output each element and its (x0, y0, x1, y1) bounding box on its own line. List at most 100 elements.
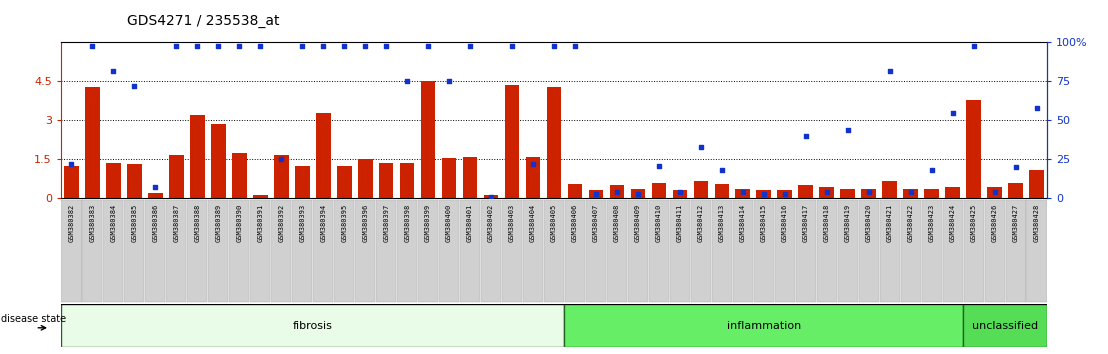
Bar (567, 184, 583, 198)
Bar (987, 187, 1002, 198)
FancyBboxPatch shape (985, 200, 1005, 302)
Point (440, 79, 458, 84)
FancyBboxPatch shape (271, 200, 291, 302)
Bar (274, 155, 288, 198)
Bar (421, 81, 435, 198)
Text: GSM380423: GSM380423 (929, 204, 935, 242)
Text: GSM380406: GSM380406 (572, 204, 578, 242)
Bar (609, 185, 624, 198)
Text: unclassified: unclassified (972, 321, 1038, 331)
Point (608, 189, 626, 195)
Point (146, 184, 164, 190)
Bar (1029, 170, 1044, 198)
Text: GSM380383: GSM380383 (90, 204, 95, 242)
Bar (820, 187, 834, 198)
Text: GSM380396: GSM380396 (362, 204, 368, 242)
Point (755, 191, 772, 196)
Point (273, 156, 290, 162)
FancyBboxPatch shape (544, 200, 564, 302)
Text: GSM380412: GSM380412 (698, 204, 704, 242)
FancyBboxPatch shape (690, 200, 711, 302)
Text: GSM380420: GSM380420 (865, 204, 872, 242)
Text: GSM380422: GSM380422 (907, 204, 914, 242)
FancyBboxPatch shape (397, 200, 418, 302)
Bar (757, 190, 771, 198)
Text: GSM380424: GSM380424 (950, 204, 955, 242)
Bar (903, 189, 919, 198)
FancyBboxPatch shape (208, 200, 228, 302)
Point (104, 68, 122, 73)
Bar (484, 195, 499, 198)
Bar (358, 159, 372, 198)
Bar (85, 87, 100, 198)
FancyBboxPatch shape (628, 200, 648, 302)
Bar (588, 190, 603, 198)
FancyBboxPatch shape (859, 200, 879, 302)
Point (461, 43, 479, 48)
FancyBboxPatch shape (1006, 200, 1026, 302)
Text: GSM380401: GSM380401 (468, 204, 473, 242)
FancyBboxPatch shape (922, 200, 942, 302)
FancyBboxPatch shape (901, 200, 921, 302)
Point (209, 43, 227, 48)
Text: GSM380419: GSM380419 (844, 204, 851, 242)
Bar (630, 189, 645, 198)
Point (902, 189, 920, 195)
FancyBboxPatch shape (481, 200, 501, 302)
FancyBboxPatch shape (124, 200, 144, 302)
Text: GSM380416: GSM380416 (782, 204, 788, 242)
Bar (295, 166, 309, 198)
Text: GSM380414: GSM380414 (740, 204, 746, 242)
FancyBboxPatch shape (460, 200, 480, 302)
Point (378, 43, 396, 48)
FancyBboxPatch shape (586, 200, 606, 302)
FancyBboxPatch shape (774, 200, 794, 302)
Text: GSM380387: GSM380387 (173, 204, 179, 242)
Bar (924, 189, 938, 198)
FancyBboxPatch shape (963, 304, 1047, 347)
Point (986, 189, 1004, 195)
Text: GSM380428: GSM380428 (1034, 204, 1039, 242)
Point (230, 43, 248, 48)
Text: GSM380427: GSM380427 (1013, 204, 1018, 242)
Point (252, 43, 269, 48)
Point (733, 189, 751, 195)
Text: GSM380403: GSM380403 (509, 204, 515, 242)
Bar (232, 153, 247, 198)
Bar (840, 189, 855, 198)
Point (650, 163, 668, 169)
FancyBboxPatch shape (335, 200, 355, 302)
Text: GSM380407: GSM380407 (593, 204, 599, 242)
Text: GSM380405: GSM380405 (551, 204, 557, 242)
Point (671, 189, 689, 195)
Text: GSM380411: GSM380411 (677, 204, 683, 242)
Point (482, 194, 500, 200)
FancyBboxPatch shape (564, 304, 963, 347)
Bar (211, 124, 226, 198)
Bar (799, 185, 813, 198)
Point (944, 110, 962, 115)
Bar (170, 155, 184, 198)
Text: GSM380393: GSM380393 (299, 204, 305, 242)
Point (357, 43, 375, 48)
Text: GSM380384: GSM380384 (111, 204, 116, 242)
FancyBboxPatch shape (732, 200, 753, 302)
Text: GSM380392: GSM380392 (278, 204, 285, 242)
Text: GSM380394: GSM380394 (320, 204, 326, 242)
Point (692, 144, 710, 150)
Bar (715, 184, 729, 198)
Text: GSM380409: GSM380409 (635, 204, 640, 242)
FancyBboxPatch shape (187, 200, 207, 302)
Point (1007, 164, 1025, 170)
FancyBboxPatch shape (523, 200, 543, 302)
FancyBboxPatch shape (166, 200, 186, 302)
Text: GSM380389: GSM380389 (215, 204, 222, 242)
Point (566, 43, 584, 48)
Point (167, 43, 185, 48)
Point (125, 83, 143, 89)
Text: GSM380400: GSM380400 (447, 204, 452, 242)
FancyBboxPatch shape (607, 200, 627, 302)
Text: GSM380395: GSM380395 (341, 204, 347, 242)
FancyBboxPatch shape (439, 200, 459, 302)
Text: GSM380391: GSM380391 (257, 204, 264, 242)
